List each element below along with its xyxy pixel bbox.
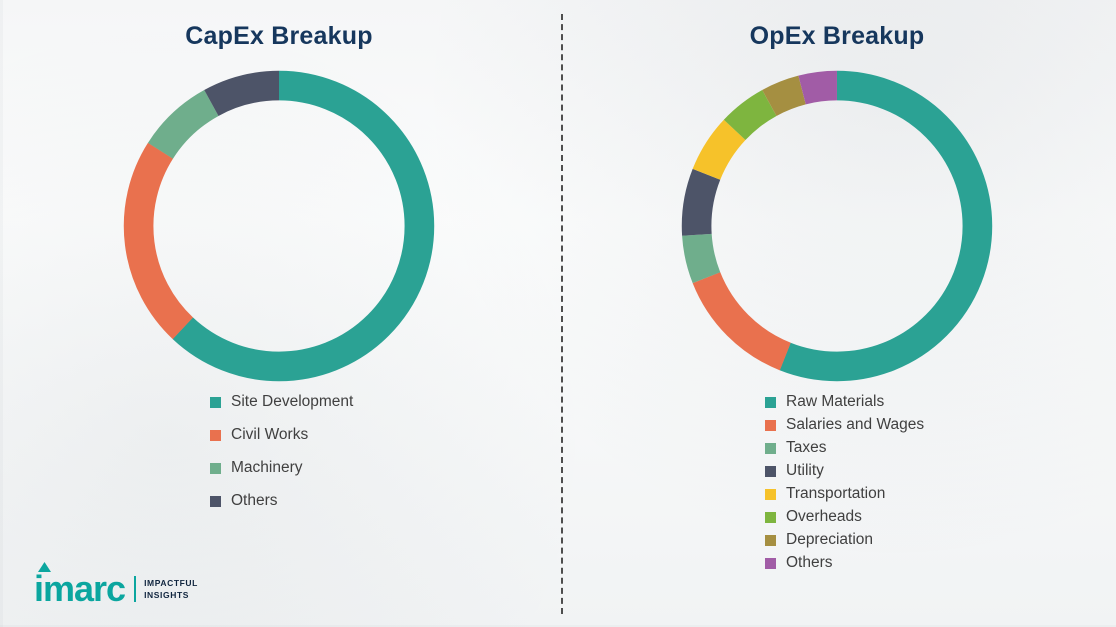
legend-swatch-icon xyxy=(765,419,776,431)
legend-swatch-icon xyxy=(765,396,776,408)
capex-donut-chart xyxy=(123,70,435,382)
legend-label: Salaries and Wages xyxy=(786,416,925,433)
legend-item: Site Development xyxy=(210,392,353,412)
legend-swatch-icon xyxy=(765,557,776,569)
legend-swatch-icon xyxy=(210,429,221,441)
legend-swatch-icon xyxy=(210,462,221,474)
opex-chart-title: OpEx Breakup xyxy=(749,22,925,50)
opex-legend: Raw Materials Salaries and Wages Taxes Util… xyxy=(765,392,924,576)
legend-item: Transportation xyxy=(765,484,924,504)
donut-segment-transportation xyxy=(681,70,993,382)
capex-legend: Site Development Civil Works Machinery Othe… xyxy=(210,392,353,524)
vertical-dashed-divider xyxy=(561,14,563,614)
legend-swatch-icon xyxy=(765,465,776,477)
logo-tagline-line1: IMPACTFUL xyxy=(144,577,198,588)
legend-item: Raw Materials xyxy=(765,392,924,412)
legend-label: Machinery xyxy=(231,459,303,476)
opex-donut-chart xyxy=(681,70,993,382)
legend-swatch-icon xyxy=(210,495,221,507)
capex-panel: CapEx Breakup Site Development Civil Work… xyxy=(123,22,435,524)
legend-label: Overheads xyxy=(786,508,862,525)
legend-swatch-icon xyxy=(765,534,776,546)
legend-item: Salaries and Wages xyxy=(765,415,924,435)
legend-item: Civil Works xyxy=(210,425,353,445)
legend-label: Utility xyxy=(786,462,824,479)
logo-tagline-line2: INSIGHTS xyxy=(144,590,190,600)
imarc-logo-text: imarc xyxy=(34,568,126,609)
legend-item: Others xyxy=(765,553,924,573)
legend-item: Others xyxy=(210,491,353,511)
capex-chart-title: CapEx Breakup xyxy=(185,22,373,50)
legend-swatch-icon xyxy=(210,396,221,408)
donut-segment-machinery xyxy=(123,70,435,382)
legend-label: Transportation xyxy=(786,485,886,502)
donut-segment-civil-works xyxy=(123,70,435,382)
legend-label: Site Development xyxy=(231,393,354,410)
legend-label: Others xyxy=(786,554,833,571)
logo-tagline: IMPACTFUL INSIGHTS xyxy=(144,577,198,602)
legend-item: Utility xyxy=(765,461,924,481)
legend-item: Taxes xyxy=(765,438,924,458)
logo-divider-bar xyxy=(134,576,137,602)
legend-label: Depreciation xyxy=(786,531,874,548)
legend-swatch-icon xyxy=(765,511,776,523)
legend-label: Civil Works xyxy=(231,426,309,443)
donut-segment-salaries-and-wages xyxy=(681,70,993,382)
legend-item: Overheads xyxy=(765,507,924,527)
imarc-logo-arrow-icon xyxy=(38,562,51,572)
donut-segment-others xyxy=(681,70,993,382)
donut-segment-taxes xyxy=(681,70,993,382)
legend-item: Depreciation xyxy=(765,530,924,550)
legend-label: Raw Materials xyxy=(786,393,885,410)
imarc-logo: imarc IMPACTFUL INSIGHTS xyxy=(34,562,198,609)
legend-swatch-icon xyxy=(765,442,776,454)
legend-swatch-icon xyxy=(765,488,776,500)
opex-panel: OpEx Breakup Raw Materials Salaries and W… xyxy=(558,0,1116,627)
legend-label: Taxes xyxy=(786,439,827,456)
legend-item: Machinery xyxy=(210,458,353,478)
donut-segment-others xyxy=(123,70,435,382)
donut-segment-raw-materials xyxy=(681,70,993,382)
legend-label: Others xyxy=(231,492,278,509)
